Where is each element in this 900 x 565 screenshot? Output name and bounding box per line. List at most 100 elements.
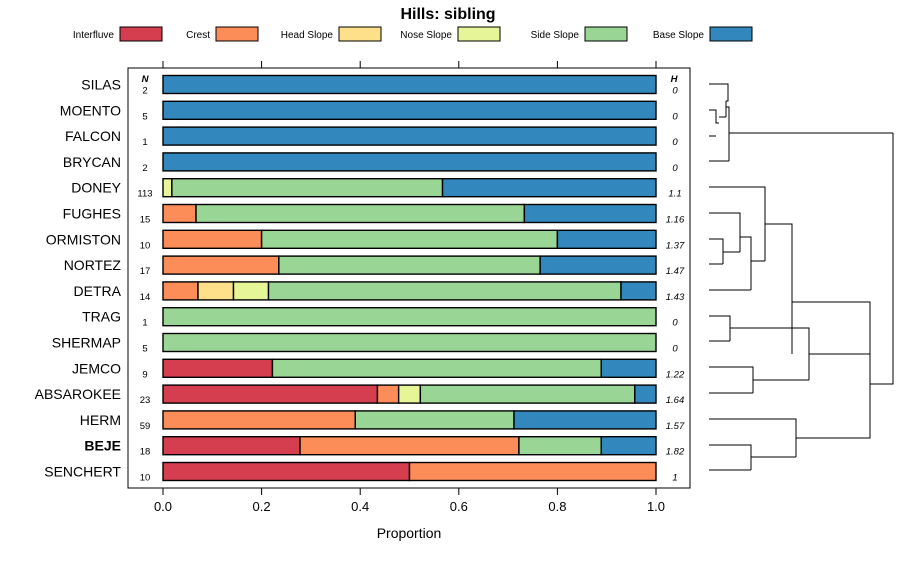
bar-segment-absarokee-interfluve [162,384,379,404]
row-label-beje: BEJE [84,438,121,454]
bar-segment-jemco-interfluve [162,358,274,378]
bar-segment-absarokee-base-slope [634,384,657,404]
x-tick-label-3: 0.6 [450,499,468,514]
bar-segment-senchert-crest [408,461,657,482]
dendrogram-branch-1 [709,109,719,137]
legend-swatch-head-slope [338,26,382,42]
bar-segment-nortez-base-slope [539,255,657,275]
x-axis: 0.0 0.2 0.4 0.6 0.8 1.0 [154,488,665,514]
h-label-trag: 0 [672,318,678,329]
bar-segment-ormiston-crest [162,229,263,250]
bar-segment-shermap-side-slope [162,332,657,353]
bar-segment-beje-side-slope [518,436,602,456]
bar-segment-herm-crest [162,410,356,430]
bar-segment-ormiston-side-slope [260,229,559,250]
h-label-jemco: 1.22 [666,369,685,380]
plot-frame [127,67,691,489]
legend-swatch-base-slope [709,26,753,42]
legend-label-side-slope: Side Slope [531,30,580,41]
n-label-detra: 14 [140,292,151,303]
legend-label-head-slope: Head Slope [281,30,334,41]
dendrogram-branch-0 [709,83,729,102]
h-label-nortez: 1.47 [666,266,685,277]
legend-swatch-nose-slope [457,26,501,42]
row-label-fughes: FUGHES [63,206,121,222]
h-label-falcon: 0 [672,137,678,148]
bar-row-absarokee [162,384,657,404]
bar-segment-jemco-base-slope [600,358,657,378]
dendrogram-branch-24 [796,384,871,439]
row-labels: SILAS MOENTO FALCON BRYCAN DONEY FUGHES ORMIST… [35,77,122,480]
n-label-senchert: 10 [140,473,151,484]
x-tick-label-2: 0.4 [351,499,369,514]
bar-row-beje [162,436,657,456]
legend-label-crest: Crest [186,30,210,41]
bar-segment-herm-side-slope [354,410,515,430]
row-label-senchert: SENCHERT [44,464,121,480]
bar-row-senchert [162,461,657,482]
row-label-trag: TRAG [82,309,121,325]
bar-segment-detra-nose-slope [232,281,270,301]
n-label-herm: 59 [140,421,151,432]
row-label-moento: MOENTO [60,102,121,118]
bar-row-moento [162,100,657,121]
h-labels: 0 0 0 0 1.1 1.16 1.37 1.47 1.43 0 0 1.22 1.64 1.57 1.8… [666,86,685,484]
dendrogram-branch-7 [709,212,741,226]
bar-row-herm [162,410,657,430]
dendrogram [709,83,894,471]
bar-segment-nortez-side-slope [278,255,541,275]
x-tick-label-5: 1.0 [647,499,665,514]
bar-row-detra [162,281,657,301]
dendrogram-branch-19 [791,277,871,354]
h-label-shermap: 0 [672,344,678,355]
bar-segment-senchert-interfluve [162,461,411,482]
n-label-beje: 18 [140,447,151,458]
row-label-herm: HERM [80,412,121,428]
bar-segment-beje-base-slope [600,436,657,456]
n-label-moento: 5 [142,111,147,122]
legend-swatch-crest [215,26,259,42]
h-label-fughes: 1.16 [666,215,685,226]
row-label-doney: DONEY [71,180,121,196]
dendrogram-branch-26 [870,133,894,385]
bar-row-jemco [162,358,657,378]
legend-swatch-side-slope [584,26,628,42]
n-label-doney: 113 [137,189,152,200]
legend-label-nose-slope: Nose Slope [400,30,452,41]
row-label-nortez: NORTEZ [64,257,122,273]
bar-segment-beje-interfluve [162,436,301,456]
n-label-fughes: 15 [140,215,151,226]
dendrogram-branch-14 [709,315,731,342]
bar-row-silas [162,74,657,95]
row-label-shermap: SHERMAP [52,335,121,351]
row-label-detra: DETRA [74,283,122,299]
n-label-nortez: 17 [140,266,151,277]
bar-row-doney [162,177,657,198]
bar-segment-doney-base-slope [441,177,657,198]
dendrogram-branch-8 [709,238,724,265]
bar-segment-jemco-side-slope [271,358,602,378]
h-label-senchert: 1 [672,473,677,484]
legend: Interfluve Crest Head Slope Nose Slope Side … [73,26,753,42]
dendrogram-branch-22 [709,444,752,471]
bar-segment-trag-side-slope [162,307,657,327]
bars [162,74,657,482]
bar-segment-nortez-crest [162,255,280,275]
row-label-jemco: JEMCO [72,360,121,376]
dendrogram-branch-11 [709,236,752,291]
bar-segment-fughes-side-slope [195,203,526,224]
n-label-ormiston: 10 [140,240,151,251]
n-label-jemco: 9 [142,369,147,380]
bar-segment-fughes-base-slope [523,203,657,224]
h-label-doney: 1.1 [668,189,681,200]
h-label-ormiston: 1.37 [666,240,685,251]
bar-row-nortez [162,255,657,275]
bar-segment-beje-crest [299,436,520,456]
row-label-falcon: FALCON [65,128,121,144]
n-label-brycan: 2 [142,163,147,174]
top-axis-ticks [162,61,657,68]
bar-row-ormiston [162,229,657,250]
legend-label-base-slope: Base Slope [653,30,705,41]
